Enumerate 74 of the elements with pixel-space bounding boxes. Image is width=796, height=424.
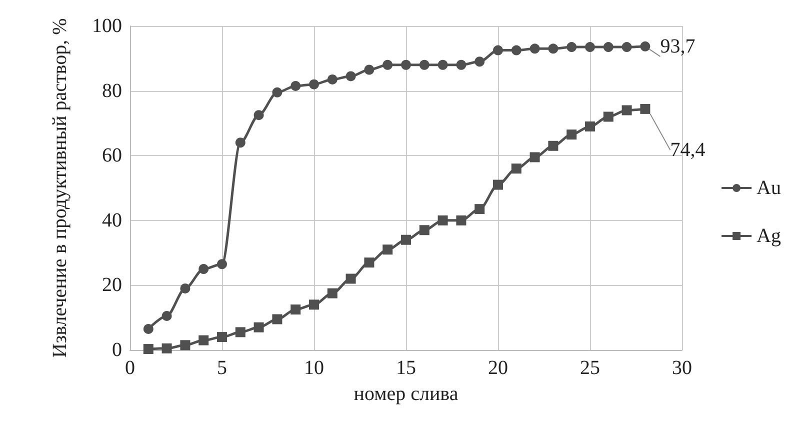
point <box>272 314 282 324</box>
point <box>254 110 264 120</box>
point <box>493 180 503 190</box>
point <box>622 42 632 52</box>
point <box>382 244 393 255</box>
point <box>511 164 522 174</box>
point <box>217 332 227 342</box>
point <box>309 300 319 310</box>
legend-label: Au <box>756 177 782 199</box>
point <box>162 310 172 321</box>
point <box>566 42 577 52</box>
point <box>254 322 264 332</box>
point <box>585 42 595 52</box>
point <box>640 41 650 52</box>
point <box>585 121 595 132</box>
point <box>456 60 466 70</box>
point <box>143 344 154 354</box>
point <box>622 105 632 116</box>
point <box>235 327 246 338</box>
point <box>382 60 393 70</box>
point <box>419 60 430 70</box>
point <box>272 87 282 98</box>
x-tick-label: 10 <box>304 357 324 379</box>
point <box>162 343 172 354</box>
x-tick-label: 20 <box>488 357 508 379</box>
y-axis-title: Извлечение в продуктивный раствор, % <box>49 18 71 358</box>
point <box>143 324 154 334</box>
point <box>180 283 190 294</box>
point <box>548 140 558 151</box>
y-tick-label: 60 <box>102 144 122 167</box>
point <box>198 264 209 274</box>
legend-label: Ag <box>756 225 782 247</box>
x-axis-title: номер слива <box>354 383 458 405</box>
point <box>530 152 540 162</box>
point <box>438 215 448 226</box>
point <box>235 138 246 148</box>
point <box>456 215 466 226</box>
point <box>217 259 227 270</box>
point <box>327 288 338 298</box>
point <box>346 274 356 284</box>
point <box>364 258 374 268</box>
point <box>566 130 577 140</box>
point <box>474 204 485 214</box>
y-tick-label: 100 <box>92 15 122 37</box>
point <box>419 225 430 236</box>
point <box>474 56 485 67</box>
point <box>530 44 540 54</box>
point <box>309 79 319 90</box>
x-tick-label: 5 <box>217 357 227 379</box>
point <box>327 74 338 84</box>
data-label: 74,4 <box>670 138 706 161</box>
point <box>603 112 614 122</box>
point <box>640 104 650 114</box>
point <box>548 44 558 54</box>
x-tick-label: 25 <box>580 357 600 379</box>
y-tick-label: 80 <box>102 80 122 102</box>
point <box>290 80 301 91</box>
point <box>198 335 209 346</box>
y-tick-label: 20 <box>102 274 122 296</box>
point <box>401 234 411 245</box>
y-tick-label: 40 <box>102 209 122 232</box>
point <box>346 71 356 82</box>
point <box>438 60 448 70</box>
y-tick-label: 0 <box>112 339 122 361</box>
point <box>180 340 190 350</box>
point <box>511 45 522 56</box>
point <box>603 42 614 52</box>
x-tick-label: 15 <box>396 357 416 379</box>
point <box>290 304 301 314</box>
data-label: 93,7 <box>660 35 696 58</box>
point <box>493 45 503 56</box>
point <box>401 60 411 70</box>
x-tick-label: 30 <box>672 357 692 379</box>
point <box>364 64 374 75</box>
